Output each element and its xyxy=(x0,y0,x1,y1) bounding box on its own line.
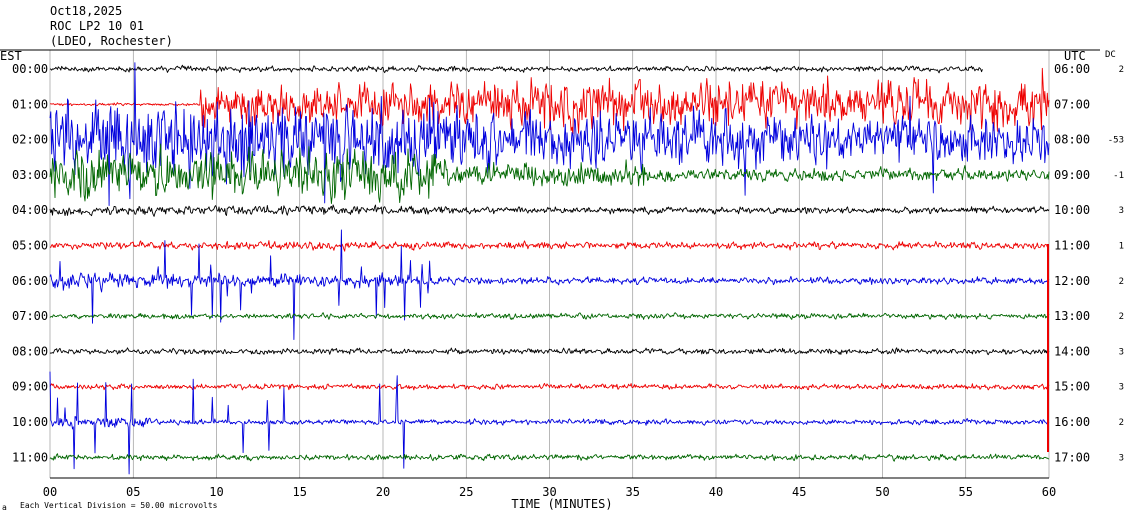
est-time-label: 05:00 xyxy=(12,239,48,253)
x-tick-labels: 00 05 10 15 20 25 30 35 40 45 50 55 60 xyxy=(43,485,1056,499)
x-tick-label: 05 xyxy=(126,485,140,499)
x-tick-label: 20 xyxy=(376,485,390,499)
utc-time-label: 06:00 xyxy=(1054,62,1090,76)
dc-offset-label: 3 xyxy=(1119,347,1124,357)
dc-offset-label: 1 xyxy=(1119,242,1124,252)
dc-header-label: DC xyxy=(1105,50,1116,60)
dc-offset-label: -53 xyxy=(1108,136,1124,146)
trace-row-9 xyxy=(49,382,1050,391)
left-timezone-label: EST xyxy=(0,49,22,63)
right-timezone-label: UTC xyxy=(1064,49,1086,63)
dc-offset-label: 3 xyxy=(1119,383,1124,393)
dc-offset-label: 2 xyxy=(1119,418,1124,428)
trace-row-10 xyxy=(49,371,1050,475)
x-tick-label: 00 xyxy=(43,485,57,499)
est-time-label: 11:00 xyxy=(12,450,48,464)
trace-row-7 xyxy=(49,312,1050,320)
x-tick-label: 15 xyxy=(293,485,307,499)
traces xyxy=(49,62,1050,475)
utc-time-label: 10:00 xyxy=(1054,203,1090,217)
est-time-label: 00:00 xyxy=(12,62,48,76)
est-time-label: 07:00 xyxy=(12,309,48,323)
x-tick-label: 50 xyxy=(875,485,889,499)
dc-offset-label: 2 xyxy=(1119,65,1124,75)
utc-time-label: 07:00 xyxy=(1054,97,1090,111)
est-time-label: 09:00 xyxy=(12,380,48,394)
footer-scale-note: Each Vertical Division = 50.00 microvolt… xyxy=(20,501,218,510)
utc-time-label: 14:00 xyxy=(1054,344,1090,358)
header-location: (LDEO, Rochester) xyxy=(50,34,173,48)
trace-row-8 xyxy=(49,347,1050,356)
header-station: ROC LP2 10 01 xyxy=(50,19,144,33)
est-time-label: 08:00 xyxy=(12,344,48,358)
utc-time-label: 16:00 xyxy=(1054,415,1090,429)
trace-row-2 xyxy=(49,62,1050,206)
header-date: Oct18,2025 xyxy=(50,4,122,18)
est-time-label: 03:00 xyxy=(12,168,48,182)
utc-time-label: 09:00 xyxy=(1054,168,1090,182)
dc-offset-label: 3 xyxy=(1119,453,1124,463)
x-tick-label: 45 xyxy=(792,485,806,499)
dc-offset-label: 2 xyxy=(1119,312,1124,322)
est-time-label: 10:00 xyxy=(12,415,48,429)
trace-row-0 xyxy=(49,64,983,74)
dc-offset-label: 3 xyxy=(1119,206,1124,216)
utc-time-label: 12:00 xyxy=(1054,274,1090,288)
est-time-label: 04:00 xyxy=(12,203,48,217)
trace-row-3 xyxy=(49,143,1050,205)
est-time-label: 06:00 xyxy=(12,274,48,288)
x-tick-label: 25 xyxy=(459,485,473,499)
utc-time-label: 13:00 xyxy=(1054,309,1090,323)
x-tick-label: 10 xyxy=(209,485,223,499)
trace-row-5 xyxy=(49,240,1049,252)
utc-time-label: 17:00 xyxy=(1054,450,1090,464)
x-tick-label: 35 xyxy=(626,485,640,499)
x-tick-label: 55 xyxy=(959,485,973,499)
row-labels: 00:00 06:00 2 01:00 07:00 02:00 08:00 -53 03:00 0… xyxy=(12,62,1124,464)
trace-row-6 xyxy=(49,229,1050,340)
x-tick-label: 40 xyxy=(709,485,723,499)
utc-time-label: 08:00 xyxy=(1054,133,1090,147)
utc-time-label: 11:00 xyxy=(1054,239,1090,253)
est-time-label: 02:00 xyxy=(12,133,48,147)
trace-row-1 xyxy=(50,67,1050,135)
trace-row-4 xyxy=(49,204,1050,217)
utc-time-label: 15:00 xyxy=(1054,380,1090,394)
est-time-label: 01:00 xyxy=(12,97,48,111)
x-axis-label: TIME (MINUTES) xyxy=(511,497,612,511)
trace-row-11 xyxy=(49,453,1049,462)
plot-frame xyxy=(0,49,1100,479)
footer-mark: a xyxy=(2,503,7,512)
dc-offset-label: -1 xyxy=(1113,171,1124,181)
x-tick-label: 60 xyxy=(1042,485,1056,499)
dc-offset-label: 2 xyxy=(1119,277,1124,287)
x-tick-label: 30 xyxy=(542,485,556,499)
